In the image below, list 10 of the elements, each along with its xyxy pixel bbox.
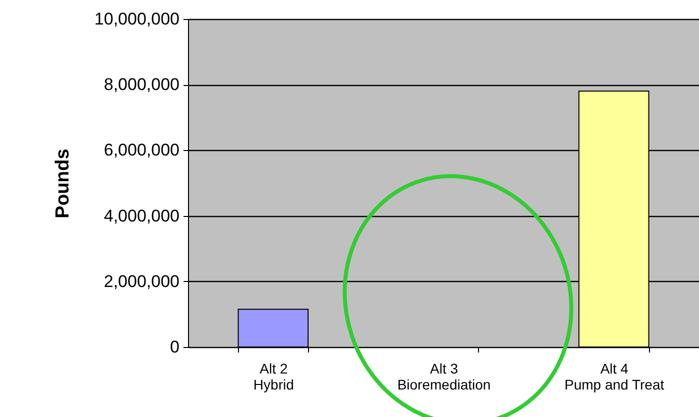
y-axis-title: Pounds (52, 148, 74, 218)
y-tick-label: 8,000,000 (104, 75, 180, 94)
x-tick-label: Alt 2 Hybrid (253, 360, 294, 392)
y-tick-label: 4,000,000 (104, 206, 180, 226)
y-tick-label: 0 (170, 338, 180, 356)
x-tick-label: Alt 3 Bioremediation (397, 360, 491, 392)
y-tick-label: 6,000,000 (104, 140, 180, 160)
y-tick-label: 10,000,000 (94, 10, 180, 28)
x-tick-label: Alt 4 Pump and Treat (564, 360, 664, 392)
y-tick-label: 2,000,000 (104, 272, 180, 291)
